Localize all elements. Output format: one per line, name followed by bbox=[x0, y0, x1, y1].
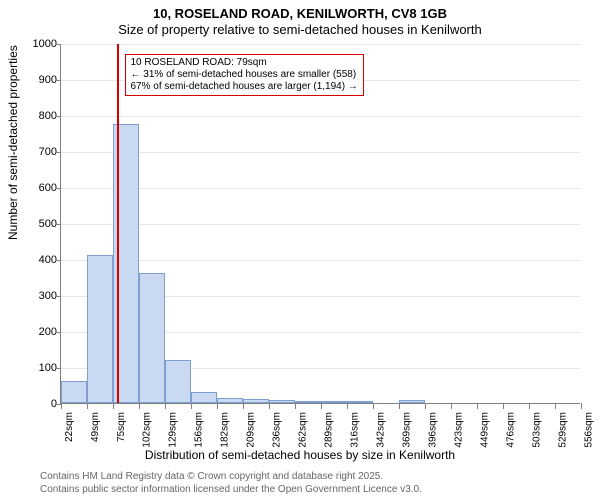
x-tick-label: 529sqm bbox=[558, 412, 569, 448]
histogram-bar bbox=[87, 255, 112, 403]
x-tick-label: 503sqm bbox=[532, 412, 543, 448]
x-tick-label: 316sqm bbox=[350, 412, 361, 448]
annotation-line3: 67% of semi-detached houses are larger (… bbox=[131, 81, 358, 93]
histogram-bar bbox=[243, 399, 269, 403]
y-tick-label: 900 bbox=[21, 74, 57, 86]
y-tick-label: 100 bbox=[21, 362, 57, 374]
x-tick-label: 449sqm bbox=[480, 412, 491, 448]
annotation-line1: 10 ROSELAND ROAD: 79sqm bbox=[131, 57, 358, 69]
y-axis-label: Number of semi-detached properties bbox=[6, 45, 20, 240]
credits-line1: Contains HM Land Registry data © Crown c… bbox=[40, 471, 590, 484]
y-tick-label: 500 bbox=[21, 218, 57, 230]
x-tick-label: 476sqm bbox=[506, 412, 517, 448]
histogram-bar bbox=[321, 401, 347, 403]
x-tick-label: 102sqm bbox=[142, 412, 153, 448]
y-tick-label: 700 bbox=[21, 146, 57, 158]
x-tick-label: 209sqm bbox=[246, 412, 257, 448]
credits-line2: Contains public sector information licen… bbox=[40, 484, 590, 497]
x-tick-label: 369sqm bbox=[402, 412, 413, 448]
x-axis-label: Distribution of semi-detached houses by … bbox=[0, 448, 600, 462]
plot-area: 10 ROSELAND ROAD: 79sqm ← 31% of semi-de… bbox=[60, 44, 580, 404]
chart-container: { "title_line1": "10, ROSELAND ROAD, KEN… bbox=[0, 0, 600, 500]
x-tick-label: 75sqm bbox=[116, 412, 127, 442]
y-tick-label: 300 bbox=[21, 290, 57, 302]
marker-line bbox=[117, 44, 119, 403]
y-tick-label: 200 bbox=[21, 326, 57, 338]
x-tick-label: 289sqm bbox=[324, 412, 335, 448]
y-tick-label: 600 bbox=[21, 182, 57, 194]
x-tick-label: 182sqm bbox=[220, 412, 231, 448]
chart-title-line1: 10, ROSELAND ROAD, KENILWORTH, CV8 1GB bbox=[0, 6, 600, 21]
x-tick-label: 22sqm bbox=[64, 412, 75, 442]
x-tick-label: 236sqm bbox=[272, 412, 283, 448]
annotation-line2: ← 31% of semi-detached houses are smalle… bbox=[131, 69, 358, 81]
histogram-bar bbox=[269, 400, 294, 403]
histogram-bar bbox=[139, 273, 165, 403]
histogram-bar bbox=[191, 392, 216, 403]
chart-title-line2: Size of property relative to semi-detach… bbox=[0, 22, 600, 37]
y-tick-label: 0 bbox=[21, 398, 57, 410]
histogram-bar bbox=[295, 401, 321, 403]
annotation-box: 10 ROSELAND ROAD: 79sqm ← 31% of semi-de… bbox=[125, 54, 364, 96]
y-tick-label: 1000 bbox=[21, 38, 57, 50]
histogram-bar bbox=[347, 401, 372, 403]
histogram-bars bbox=[61, 44, 580, 403]
histogram-bar bbox=[217, 398, 243, 403]
y-tick-label: 800 bbox=[21, 110, 57, 122]
x-tick-label: 49sqm bbox=[90, 412, 101, 442]
x-tick-label: 342sqm bbox=[376, 412, 387, 448]
histogram-bar bbox=[61, 381, 87, 403]
x-tick-label: 556sqm bbox=[584, 412, 595, 448]
histogram-bar bbox=[399, 400, 425, 403]
x-tick-label: 262sqm bbox=[298, 412, 309, 448]
y-tick-label: 400 bbox=[21, 254, 57, 266]
x-tick-label: 156sqm bbox=[194, 412, 205, 448]
histogram-bar bbox=[165, 360, 191, 403]
credits: Contains HM Land Registry data © Crown c… bbox=[40, 471, 590, 496]
x-tick-label: 423sqm bbox=[454, 412, 465, 448]
x-tick-label: 396sqm bbox=[428, 412, 439, 448]
x-tick-label: 129sqm bbox=[168, 412, 179, 448]
